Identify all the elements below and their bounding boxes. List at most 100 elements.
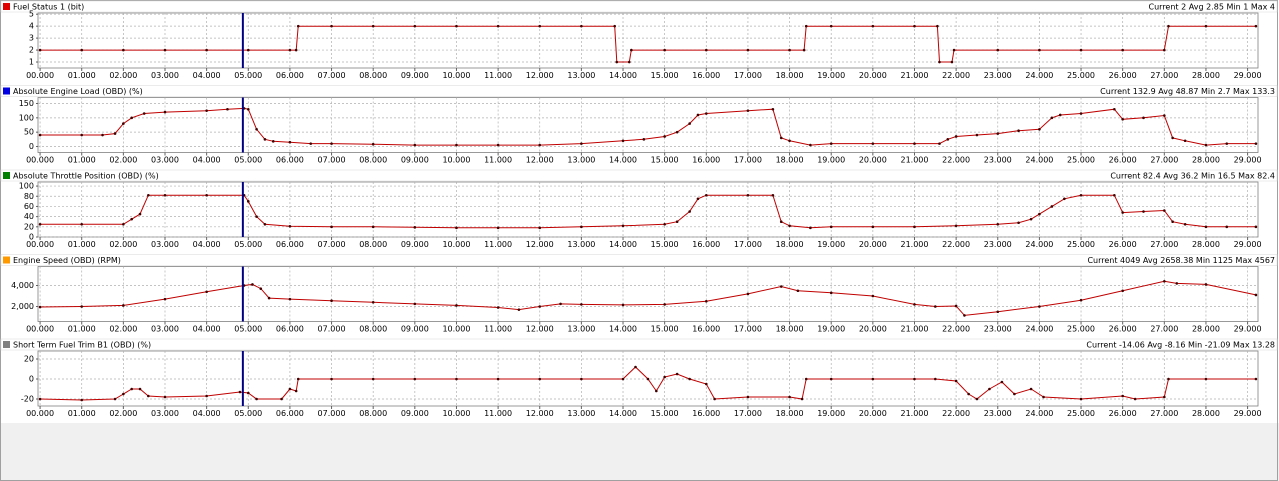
x-tick-label: 24.000 bbox=[1025, 409, 1053, 418]
y-tick-label: 2 bbox=[29, 46, 34, 55]
x-tick-label: 19.000 bbox=[817, 325, 845, 334]
x-tick-label: 28.000 bbox=[1192, 325, 1220, 334]
data-point bbox=[113, 132, 117, 135]
data-point bbox=[280, 397, 283, 401]
data-point bbox=[455, 304, 458, 307]
data-point bbox=[296, 24, 300, 28]
data-point bbox=[559, 302, 562, 306]
header-bar bbox=[0, 169, 1278, 182]
x-tick-label: 00.000 bbox=[26, 240, 54, 249]
data-point bbox=[1171, 220, 1174, 224]
data-point bbox=[1133, 397, 1137, 401]
legend-swatch bbox=[3, 172, 10, 179]
x-tick-label: 05.000 bbox=[234, 71, 262, 80]
data-point bbox=[1029, 217, 1033, 221]
x-tick-label: 05.000 bbox=[234, 156, 262, 165]
data-point bbox=[122, 48, 125, 52]
data-point bbox=[455, 143, 458, 147]
data-point bbox=[413, 24, 417, 28]
legend-swatch bbox=[3, 3, 10, 10]
data-point bbox=[1038, 48, 1041, 52]
x-tick-label: 25.000 bbox=[1067, 409, 1095, 418]
x-tick-label: 02.000 bbox=[109, 240, 137, 249]
x-tick-label: 29.000 bbox=[1234, 409, 1262, 418]
x-tick-label: 02.000 bbox=[109, 71, 137, 80]
y-tick-label: 150 bbox=[19, 99, 34, 108]
plot-area bbox=[37, 12, 1259, 69]
data-point bbox=[1079, 298, 1083, 302]
data-point bbox=[788, 395, 791, 399]
data-point bbox=[613, 24, 616, 28]
data-point bbox=[163, 110, 167, 114]
data-point bbox=[975, 133, 979, 137]
x-tick-label: 27.000 bbox=[1150, 409, 1178, 418]
data-point bbox=[1121, 394, 1124, 398]
x-tick-label: 26.000 bbox=[1109, 156, 1137, 165]
data-point bbox=[996, 48, 1000, 52]
data-point bbox=[1204, 143, 1208, 147]
x-tick-label: 18.000 bbox=[776, 71, 804, 80]
data-point bbox=[996, 310, 1000, 314]
x-tick-label: 28.000 bbox=[1192, 156, 1220, 165]
data-point bbox=[1183, 139, 1187, 143]
data-point bbox=[913, 225, 916, 229]
data-point bbox=[1142, 210, 1145, 213]
data-point bbox=[330, 24, 333, 28]
x-tick-label: 12.000 bbox=[526, 240, 554, 249]
data-point bbox=[663, 48, 666, 52]
data-point bbox=[829, 24, 833, 28]
data-point bbox=[688, 210, 691, 213]
x-tick-label: 00.000 bbox=[26, 156, 54, 165]
data-point bbox=[675, 130, 679, 134]
data-point bbox=[704, 112, 708, 115]
data-point bbox=[413, 143, 417, 147]
data-point bbox=[294, 48, 298, 52]
data-point bbox=[1254, 293, 1258, 297]
data-point bbox=[330, 142, 333, 145]
data-point bbox=[496, 24, 500, 28]
x-tick-label: 17.000 bbox=[734, 325, 762, 334]
x-tick-label: 16.000 bbox=[692, 409, 720, 418]
data-point bbox=[1163, 114, 1166, 117]
data-point bbox=[771, 107, 775, 111]
data-point bbox=[1038, 127, 1041, 131]
panel-title: Absolute Engine Load (OBD) (%) bbox=[13, 87, 143, 96]
data-point bbox=[1121, 117, 1124, 121]
data-point bbox=[1183, 222, 1187, 226]
y-tick-label: 80 bbox=[24, 192, 34, 201]
x-tick-label: 14.000 bbox=[609, 71, 637, 80]
y-tick-label: 0 bbox=[29, 233, 34, 242]
y-tick-label: 20 bbox=[24, 222, 34, 231]
x-tick-label: 04.000 bbox=[193, 156, 221, 165]
data-point bbox=[934, 305, 937, 308]
data-point bbox=[634, 365, 637, 369]
data-point bbox=[246, 107, 250, 111]
data-point bbox=[1017, 129, 1020, 133]
x-tick-label: 24.000 bbox=[1025, 156, 1053, 165]
x-tick-label: 17.000 bbox=[734, 409, 762, 418]
x-tick-label: 18.000 bbox=[776, 156, 804, 165]
data-point bbox=[954, 379, 958, 383]
x-tick-label: 01.000 bbox=[68, 325, 96, 334]
x-tick-label: 12.000 bbox=[526, 325, 554, 334]
data-point bbox=[788, 48, 791, 52]
y-tick-label: 0 bbox=[29, 375, 34, 384]
data-point bbox=[779, 220, 783, 224]
x-tick-label: 18.000 bbox=[776, 325, 804, 334]
x-tick-label: 21.000 bbox=[900, 156, 928, 165]
data-point bbox=[1029, 387, 1033, 391]
x-tick-label: 27.000 bbox=[1150, 325, 1178, 334]
data-point bbox=[779, 136, 783, 140]
data-point bbox=[938, 60, 941, 64]
x-tick-label: 24.000 bbox=[1025, 325, 1053, 334]
y-tick-label: 5 bbox=[29, 10, 34, 19]
data-point bbox=[267, 296, 271, 300]
x-tick-label: 00.000 bbox=[26, 409, 54, 418]
x-tick-label: 04.000 bbox=[193, 240, 221, 249]
x-tick-label: 03.000 bbox=[151, 240, 179, 249]
data-point bbox=[80, 398, 84, 402]
data-point bbox=[967, 392, 970, 396]
data-point bbox=[1225, 225, 1229, 229]
x-tick-label: 12.000 bbox=[526, 409, 554, 418]
data-point bbox=[1079, 193, 1083, 197]
